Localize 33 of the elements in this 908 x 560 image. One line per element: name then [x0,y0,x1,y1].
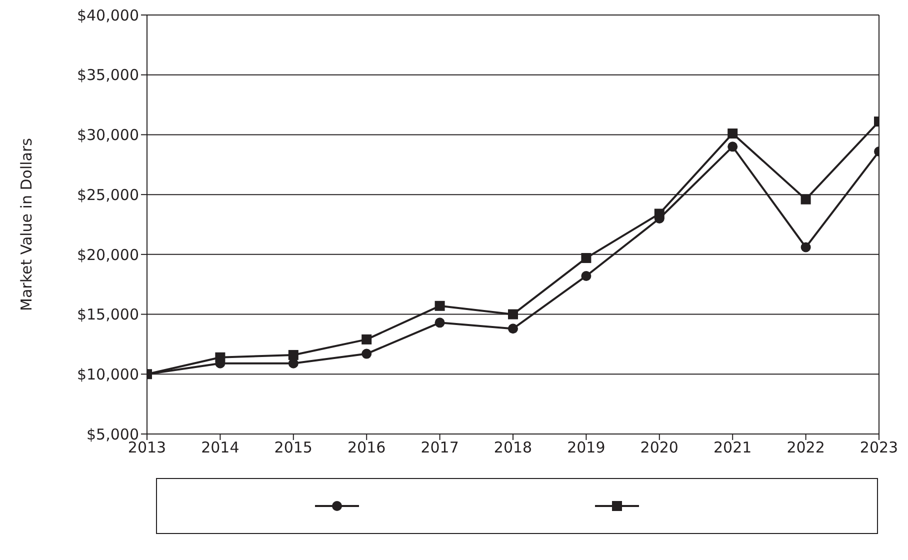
point [434,300,445,311]
x-tick-label: 2021 [714,438,752,457]
point [581,270,592,281]
point [728,142,738,152]
y-tick-label: $20,000 [76,246,139,264]
x-tick-label: 2018 [494,438,532,457]
x-tick-label: 2020 [640,438,678,457]
y-tick-label: $30,000 [76,126,139,144]
x-tick-label: 2023 [860,438,898,457]
y-tick-label: $10,000 [76,365,139,384]
point [581,253,592,264]
point [800,194,811,204]
x-tick-label: 2022 [786,438,825,457]
x-tick-label: 2016 [348,438,386,457]
point [288,350,298,360]
y-axis-title: Market Value in Dollars [17,138,36,311]
point [362,334,372,344]
point [362,348,372,359]
x-tick-label: 2019 [567,438,606,457]
point [728,128,738,139]
x-tick-label: 2014 [201,438,240,457]
point [434,318,445,328]
y-tick-label: $35,000 [76,66,139,84]
point [508,309,518,320]
y-tick-label: $40,000 [76,6,139,24]
point [800,242,811,252]
point [654,208,664,219]
x-tick-label: 2017 [420,438,459,457]
point [215,352,226,362]
point [508,324,518,334]
y-tick-label: $15,000 [76,306,139,324]
x-tick-label: 2015 [274,438,312,457]
y-tick-label: $25,000 [76,186,139,204]
